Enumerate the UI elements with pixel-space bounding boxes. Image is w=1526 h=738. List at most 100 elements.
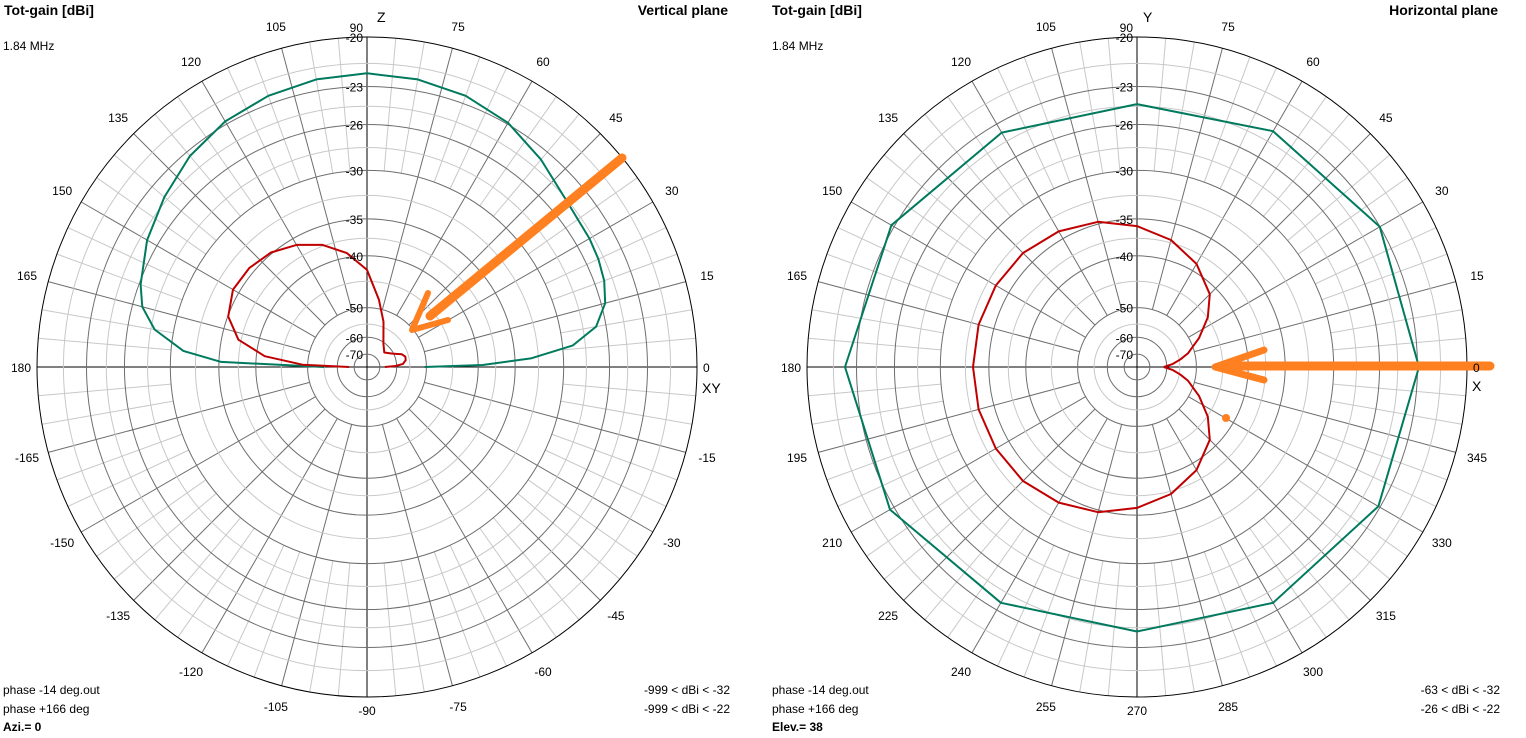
major-spoke <box>80 201 316 338</box>
major-spoke <box>1178 408 1371 601</box>
minor-spoke <box>41 309 174 334</box>
minor-ring <box>105 105 629 629</box>
minor-spoke <box>96 177 207 255</box>
angle-label: 255 <box>1036 700 1056 714</box>
angle-label: -105 <box>264 700 288 714</box>
major-spoke <box>1166 418 1303 654</box>
minor-spoke <box>433 551 481 678</box>
minor-spoke <box>947 96 1025 207</box>
major-spoke <box>418 201 654 338</box>
minor-spoke <box>67 449 189 507</box>
minor-spoke <box>1297 177 1408 255</box>
minor-spoke <box>866 479 977 557</box>
legend-series-red: phase -14 deg.out <box>772 683 869 697</box>
grid-ring <box>1077 307 1197 427</box>
ring-label: -20 <box>1116 31 1134 45</box>
minor-spoke <box>560 309 693 334</box>
frequency-label: 1.84 MHz <box>3 39 54 53</box>
angle-label: 90 <box>1120 21 1134 35</box>
angle-label: 300 <box>1303 665 1323 679</box>
ring-label: -26 <box>1116 118 1134 132</box>
angle-label: 135 <box>108 111 128 125</box>
major-spoke <box>1188 201 1424 338</box>
minor-spoke <box>1219 545 1277 667</box>
major-spoke <box>133 408 326 601</box>
minor-spoke <box>551 253 678 301</box>
minor-spoke <box>1287 154 1391 241</box>
ring-labels: -20 -23 -26 -30 -35 -40 -50 -60 -70 <box>1116 31 1134 362</box>
minor-spoke <box>449 545 507 667</box>
angle-label: 285 <box>1218 700 1238 714</box>
elevation-label: Elev.= 38 <box>772 720 823 734</box>
major-spoke <box>396 80 533 316</box>
minor-spoke <box>154 517 241 621</box>
angle-label: 105 <box>1036 20 1056 34</box>
ring-label: -60 <box>346 331 364 345</box>
minor-spoke <box>1203 551 1251 678</box>
minor-spoke <box>1203 56 1251 183</box>
major-spoke <box>818 381 1080 453</box>
angle-labels: 0 15 30 45 60 75 90 105 120 135 150 165 180 195 210 225… <box>781 20 1487 718</box>
legend-series-green: phase +166 deg <box>772 702 858 716</box>
major-spoke <box>1166 80 1303 316</box>
minor-spoke <box>1107 562 1121 696</box>
minor-spoke <box>227 67 285 189</box>
ring-label: -23 <box>346 81 364 95</box>
major-spoke <box>80 396 316 533</box>
minor-spoke <box>67 227 189 285</box>
minor-spoke <box>96 479 207 557</box>
minor-spoke <box>337 562 351 696</box>
angle-label: 180 <box>781 361 801 375</box>
axis-top-label: Y <box>1143 9 1153 25</box>
angle-label: 45 <box>1379 111 1393 125</box>
angle-label: 150 <box>52 184 72 198</box>
minor-spoke <box>1023 56 1071 183</box>
angle-label: 195 <box>787 451 807 465</box>
grid-ring <box>218 218 516 516</box>
horizontal-plane-chart: 0 15 30 45 60 75 90 105 120 135 150 165 180 195 210 225… <box>772 2 1500 734</box>
major-spoke <box>48 381 310 453</box>
angle-label: 60 <box>536 55 550 69</box>
major-spoke <box>408 408 601 601</box>
minor-spoke <box>1330 309 1463 334</box>
minor-spoke <box>808 337 942 351</box>
angle-label: -120 <box>179 665 203 679</box>
minor-spoke <box>1249 527 1327 638</box>
angle-label: 45 <box>609 111 623 125</box>
minor-spoke <box>253 551 301 678</box>
minor-spoke <box>56 433 183 481</box>
major-spoke <box>850 201 1086 338</box>
major-spoke <box>381 48 453 310</box>
plane-label: Vertical plane <box>638 2 728 18</box>
major-spoke <box>281 48 353 310</box>
angle-label: 75 <box>451 20 465 34</box>
angle-label: 30 <box>1435 184 1449 198</box>
major-spoke <box>201 80 338 316</box>
minor-spoke <box>883 493 987 580</box>
minor-spoke <box>562 383 696 397</box>
minor-spoke <box>1287 493 1391 580</box>
minor-spoke <box>837 449 959 507</box>
major-spoke <box>850 396 1086 533</box>
minor-ring <box>237 237 497 497</box>
major-spoke <box>1194 381 1456 453</box>
angle-label: 120 <box>181 55 201 69</box>
axis-right-label: XY <box>702 380 721 396</box>
minor-spoke <box>383 562 397 696</box>
chart-title: Tot-gain [dBi] <box>772 2 862 18</box>
minor-spoke <box>1315 449 1437 507</box>
minor-ring <box>194 194 540 540</box>
minor-spoke <box>493 113 580 217</box>
axis-right-label: X <box>1472 378 1482 394</box>
series-layer <box>139 72 607 368</box>
minor-spoke <box>1079 560 1104 693</box>
major-spoke <box>408 133 601 326</box>
major-spoke <box>1151 424 1223 686</box>
minor-spoke <box>479 96 557 207</box>
ring-label: -40 <box>1116 250 1134 264</box>
series-layer <box>844 103 1420 633</box>
legend-series-red: phase -14 deg.out <box>3 683 100 697</box>
ring-label: -70 <box>346 348 364 362</box>
angle-label: 60 <box>1306 55 1320 69</box>
